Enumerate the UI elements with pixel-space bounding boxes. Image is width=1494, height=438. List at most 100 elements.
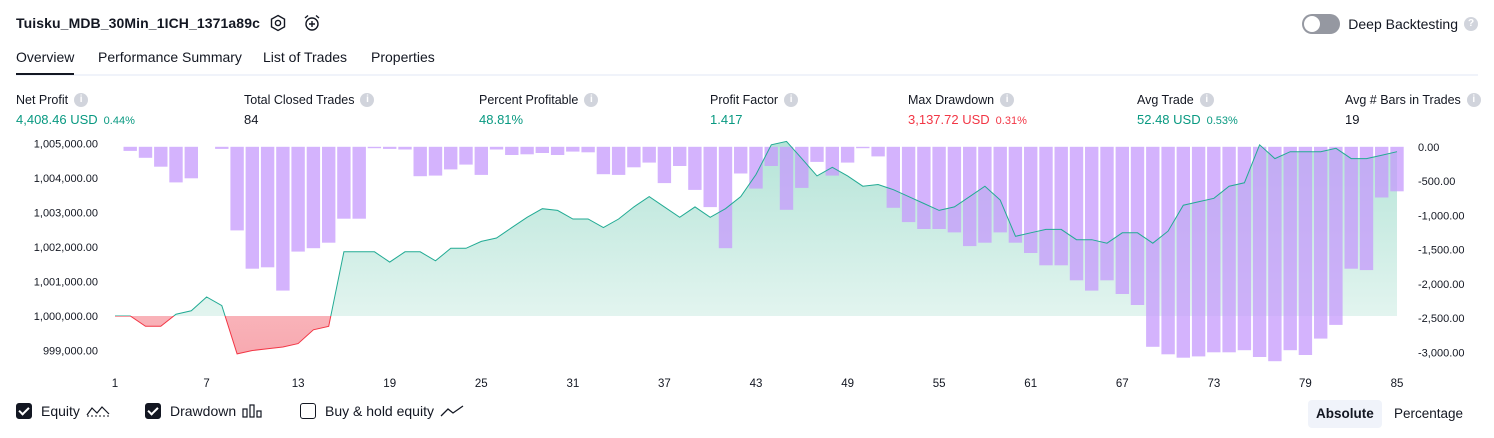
tab-overview[interactable]: Overview (16, 49, 75, 75)
drawdown-bar (352, 146, 366, 219)
drawdown-bar (1054, 146, 1068, 266)
right-axis-tick-label: 0.00 (1418, 142, 1439, 154)
drawdown-bar (291, 146, 305, 252)
tab-list-of-trades[interactable]: List of Trades (263, 49, 348, 65)
drawdown-bar (1252, 146, 1267, 357)
x-axis-tick-label: 37 (658, 378, 671, 390)
question-icon[interactable]: ? (1464, 17, 1478, 31)
drawdown-bar (428, 146, 443, 176)
deep-backtesting-control: Deep Backtesting ? (1302, 13, 1478, 35)
x-axis-tick-label: 79 (1299, 378, 1312, 390)
tab-properties[interactable]: Properties (371, 49, 435, 65)
info-icon[interactable]: i (784, 93, 799, 107)
stat-avg-bars-in-trades: Avg # Bars in Trades i 19 (1345, 93, 1481, 127)
stat-max-drawdown: Max Drawdown i 3,137.72 USD 0.31% (908, 93, 1027, 127)
drawdown-bar (260, 146, 275, 268)
left-axis-tick-label: 1,002,000.00 (34, 242, 98, 254)
drawdown-bar (535, 146, 549, 153)
drawdown-bar (337, 146, 351, 219)
equity-checkbox[interactable] (16, 403, 32, 419)
info-icon[interactable]: i (1000, 93, 1015, 107)
drawdown-bar (1344, 146, 1358, 269)
stat-percent: 0.53% (1206, 115, 1238, 127)
info-icon[interactable]: i (360, 93, 375, 107)
drawdown-bar (215, 146, 229, 149)
drawdown-bar (1100, 146, 1114, 281)
drawdown-bar (383, 146, 397, 149)
drawdown-bar (1359, 146, 1374, 271)
drawdown-bar (123, 146, 137, 151)
legend-drawdown[interactable]: Drawdown (145, 403, 264, 419)
right-axis-tick-label: -2,500.00 (1418, 313, 1464, 325)
stat-value: 48.81% (479, 112, 524, 127)
info-icon[interactable]: i (1466, 93, 1481, 107)
drawdown-bar (1161, 146, 1175, 355)
drawdown-bar (642, 146, 656, 163)
equity-line-icon (86, 406, 110, 417)
drawdown-bar (856, 146, 870, 149)
drawdown-bar (673, 146, 687, 166)
deep-backtesting-toggle[interactable] (1302, 14, 1341, 34)
alarm-clock-add-icon[interactable] (302, 13, 322, 33)
drawdown-bar (367, 146, 382, 149)
drawdown-bar (932, 146, 946, 229)
buy-hold-checkbox[interactable] (300, 403, 316, 419)
drawdown-bar (245, 146, 259, 269)
stat-percent-profitable: Percent Profitable i 48.81% (479, 93, 599, 127)
drawdown-bar (1146, 146, 1160, 347)
drawdown-bar (978, 146, 992, 243)
strategy-name: Tuisku_MDB_30Min_1ICH_1371a89c (16, 15, 260, 31)
percentage-mode-button[interactable]: Percentage (1394, 406, 1464, 421)
drawdown-bar (520, 146, 534, 155)
drawdown-checkbox[interactable] (145, 403, 161, 419)
legend-buy-hold-equity[interactable]: Buy & hold equity (300, 403, 464, 419)
drawdown-bar (138, 146, 153, 158)
absolute-mode-button[interactable]: Absolute (1308, 400, 1382, 428)
info-icon[interactable]: i (1199, 93, 1214, 107)
drawdown-bar (779, 146, 794, 210)
drawdown-bar (1191, 146, 1206, 357)
legend-equity[interactable]: Equity (16, 403, 110, 419)
drawdown-bar (306, 146, 321, 249)
stat-value: 3,137.72 USD (908, 112, 990, 127)
drawdown-bar (154, 146, 168, 167)
drawdown-bar (1008, 146, 1023, 243)
drawdown-bar (886, 146, 900, 208)
x-axis-tick-label: 25 (475, 378, 488, 390)
stat-label: Avg Trade (1137, 93, 1194, 107)
drawdown-bar (657, 146, 672, 184)
left-axis-tick-label: 999,000.00 (43, 346, 98, 358)
drawdown-bar (1069, 146, 1084, 281)
drawdown-bar (398, 146, 412, 150)
drawdown-bar (1085, 146, 1099, 291)
drawdown-bar (566, 146, 580, 152)
equity-drawdown-chart[interactable]: 1,005,000.00 1,004,000.00 1,003,000.00 1,00… (0, 140, 1494, 395)
x-axis-tick-label: 13 (292, 378, 305, 390)
drawdown-bar (1024, 146, 1038, 253)
tab-performance-summary[interactable]: Performance Summary (98, 49, 242, 65)
stat-avg-trade: Avg Trade i 52.48 USD 0.53% (1137, 93, 1238, 127)
drawdown-bar (413, 146, 427, 177)
stat-value: 84 (244, 112, 259, 127)
x-axis-tick-label: 67 (1116, 378, 1129, 390)
drawdown-bar (947, 146, 962, 233)
info-icon[interactable]: i (584, 93, 599, 107)
info-icon[interactable]: i (74, 93, 89, 107)
drawdown-bar (550, 146, 565, 155)
drawdown-bar (718, 146, 733, 249)
tab-bar: Overview Performance Summary List of Tra… (16, 46, 1478, 76)
drawdown-bar (322, 146, 336, 243)
drawdown-bar (581, 146, 595, 153)
right-axis-tick-label: -3,000.00 (1418, 347, 1464, 359)
strategy-header: Tuisku_MDB_30Min_1ICH_1371a89c Deep Back… (0, 0, 1494, 46)
stat-percent: 0.44% (103, 115, 135, 127)
x-axis-tick-label: 55 (933, 378, 946, 390)
equity-line-positive (115, 140, 1398, 316)
drawdown-bar (917, 146, 931, 229)
left-axis-tick-label: 1,005,000.00 (34, 140, 98, 151)
drawdown-bar (505, 146, 519, 155)
stat-value: 52.48 USD (1137, 112, 1201, 127)
drawdown-bar (611, 146, 626, 175)
hexagon-settings-icon[interactable] (268, 13, 288, 33)
drawdown-bar (703, 146, 717, 208)
